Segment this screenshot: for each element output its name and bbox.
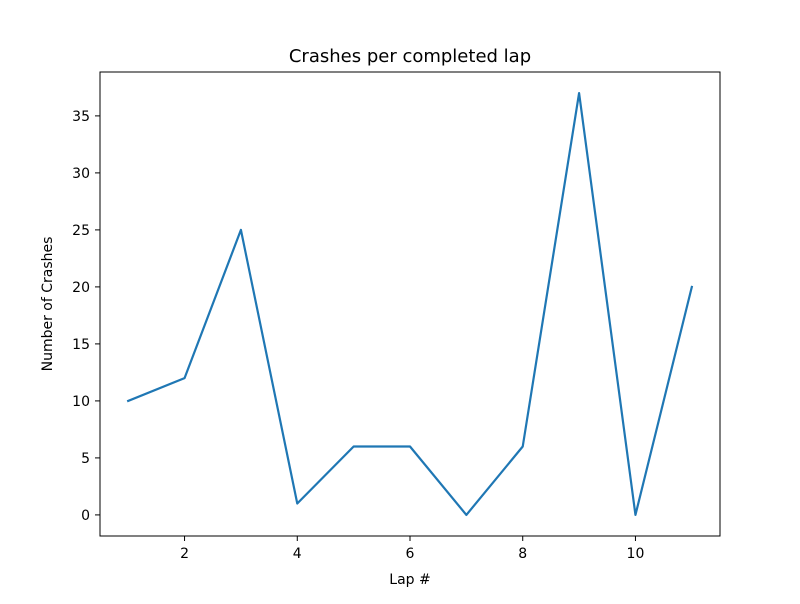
x-axis-ticks: 2 4 6 8 10 <box>180 536 644 562</box>
x-tick-label: 4 <box>293 546 302 562</box>
y-tick-label: 10 <box>72 394 90 410</box>
plot-frame <box>99 71 721 537</box>
x-tick-label: 8 <box>518 546 527 562</box>
y-tick-label: 35 <box>72 109 90 125</box>
x-tick-label: 6 <box>406 546 415 562</box>
x-tick-label: 2 <box>180 546 189 562</box>
y-axis-ticks: 0 5 10 15 20 25 30 35 <box>72 109 100 524</box>
y-tick-label: 15 <box>72 337 90 353</box>
series-layer <box>126 91 694 517</box>
x-tick-label: 10 <box>627 546 645 562</box>
x-axis-label: Lap # <box>389 572 430 588</box>
y-axis-label: Number of Crashes <box>40 237 56 372</box>
y-tick-label: 20 <box>72 280 90 296</box>
y-tick-label: 0 <box>81 508 90 524</box>
chart-title: Crashes per completed lap <box>289 46 531 67</box>
y-tick-label: 25 <box>72 223 90 239</box>
y-tick-label: 30 <box>72 166 90 182</box>
plot-area <box>100 72 720 536</box>
y-tick-label: 5 <box>81 451 90 467</box>
series-line-0 <box>126 91 694 517</box>
